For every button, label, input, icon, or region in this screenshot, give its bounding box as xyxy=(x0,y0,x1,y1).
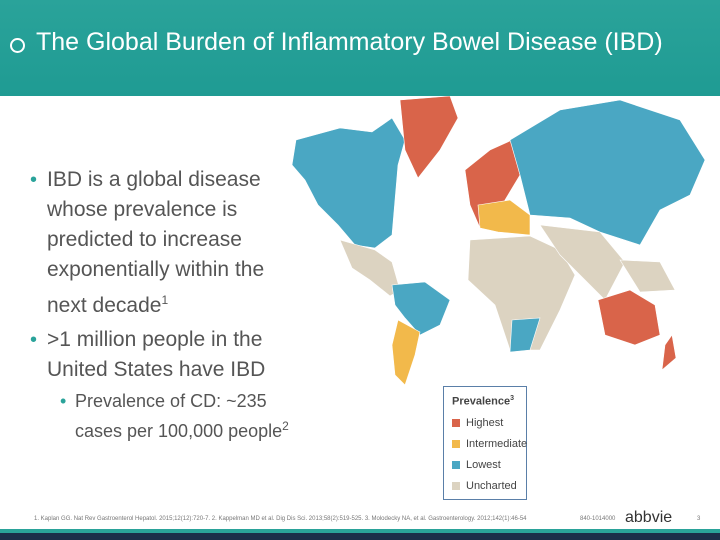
central-america xyxy=(339,239,401,297)
south-africa xyxy=(509,317,541,353)
legend-item: Intermediate xyxy=(452,438,527,450)
footer-logo: abbvie xyxy=(625,509,672,526)
south-america-south xyxy=(391,319,421,386)
bullet-dot: • xyxy=(30,329,38,351)
header-icon xyxy=(10,38,25,53)
south-america-north xyxy=(391,281,451,336)
legend-swatch xyxy=(452,440,460,448)
sub-bullet-body: Prevalence of CD: ~235 cases per 100,000… xyxy=(75,391,283,441)
reference-mark: 1 xyxy=(161,293,169,307)
footer-band xyxy=(0,533,720,540)
bullet: • IBD is a global disease whose prevalen… xyxy=(30,165,270,321)
header-band xyxy=(0,0,720,96)
reference-mark: 2 xyxy=(282,419,289,433)
legend: Prevalence3 Highest Intermediate Lowest Unc… xyxy=(443,386,527,500)
legend-item: Highest xyxy=(452,417,503,429)
page-number: 3 xyxy=(697,516,701,522)
bullet: • >1 million people in the United States… xyxy=(30,325,270,385)
legend-label: Intermediate xyxy=(466,438,528,450)
legend-label: Highest xyxy=(466,417,504,429)
legend-label: Lowest xyxy=(466,459,501,471)
footer-band xyxy=(0,529,720,533)
bullet-text: >1 million people in the United States h… xyxy=(47,328,266,381)
new-zealand xyxy=(661,334,677,371)
bullet-dot: • xyxy=(30,169,38,191)
australia xyxy=(597,289,661,346)
reference-mark: 3 xyxy=(510,395,515,402)
legend-swatch xyxy=(452,419,460,427)
legend-title: Prevalence3 xyxy=(452,395,514,408)
europe-south xyxy=(477,199,531,236)
legend-label: Uncharted xyxy=(466,480,517,492)
footer-references: 1. Kaplan GG. Nat Rev Gastroenterol Hepa… xyxy=(34,516,527,522)
legend-swatch xyxy=(452,461,460,469)
greenland xyxy=(399,96,459,179)
southeast-asia xyxy=(619,259,676,293)
africa xyxy=(467,235,576,351)
asia-north xyxy=(509,99,706,246)
footer: 1. Kaplan GG. Nat Rev Gastroenterol Hepa… xyxy=(0,509,720,540)
footer-code: 840-1014000 xyxy=(580,516,616,522)
world-map xyxy=(291,96,706,386)
sub-bullet-text: Prevalence of CD: ~235 cases per 100,000… xyxy=(75,389,300,444)
legend-item: Lowest xyxy=(452,459,501,471)
bullet-dot: • xyxy=(60,391,67,411)
legend-title-text: Prevalence xyxy=(452,395,511,408)
north-america xyxy=(291,117,406,249)
bullet-body: IBD is a global disease whose prevalence… xyxy=(47,168,265,317)
legend-item: Uncharted xyxy=(452,480,517,492)
sub-bullet: • Prevalence of CD: ~235 cases per 100,0… xyxy=(60,389,300,444)
bullet-text: IBD is a global disease whose prevalence… xyxy=(47,165,270,321)
legend-swatch xyxy=(452,482,460,490)
slide-title: The Global Burden of Inflammatory Bowel … xyxy=(36,28,663,56)
